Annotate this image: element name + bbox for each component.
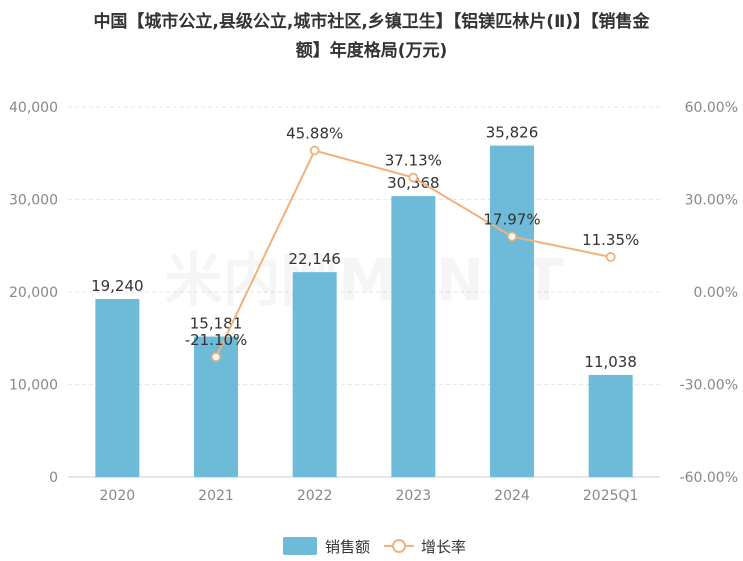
growth-point-2025Q1 (605, 252, 616, 262)
bar-2023 (391, 196, 436, 477)
y-left-tick-label: 0 (49, 470, 58, 486)
growth-point-2023 (408, 172, 419, 183)
bar-value-label: 30,368 (387, 174, 440, 192)
y-right-tick-label: 60.00% (685, 100, 738, 116)
legend-bar-label: 销售额 (325, 538, 370, 556)
x-tick-label: 2023 (396, 488, 432, 504)
bar-2020 (95, 299, 140, 477)
chart-title-line-1: 中国【城市公立,县级公立,城市社区,乡镇卫生】【铝镁匹林片(Ⅱ)】【销售金 (93, 12, 650, 32)
growth-value-label: 11.35% (582, 231, 639, 249)
legend-line-label: 增长率 (421, 538, 466, 556)
y-right-tick-label: 30.00% (685, 193, 738, 209)
x-tick-label: 2025Q1 (583, 488, 639, 504)
x-tick-label: 2024 (494, 488, 530, 504)
growth-value-label: -21.10% (185, 331, 248, 349)
bar-value-label: 19,240 (91, 277, 144, 295)
y-right-tick-label: -60.00% (680, 470, 738, 486)
x-tick-label: 2021 (198, 488, 234, 504)
bar-2022 (292, 272, 337, 477)
y-right-tick-label: 0.00% (694, 285, 738, 301)
growth-point-2021 (211, 352, 221, 362)
x-tick-label: 2022 (297, 488, 333, 504)
legend-bar-swatch (283, 537, 317, 555)
bar-value-label: 11,038 (584, 353, 637, 371)
y-left-tick-label: 30,000 (9, 193, 58, 209)
bar-value-label: 22,146 (288, 250, 341, 268)
chart-title: 中国【城市公立,县级公立,城市社区,乡镇卫生】【铝镁匹林片(Ⅱ)】【销售金 额】… (20, 8, 723, 66)
x-tick-label: 2020 (100, 488, 136, 504)
growth-value-label: 37.13% (385, 152, 442, 170)
y-left-tick-label: 10,000 (9, 378, 58, 394)
chart-title-line-2: 额】年度格局(万元) (295, 41, 448, 61)
bar-value-label: 35,826 (486, 124, 539, 142)
growth-value-label: 17.97% (483, 211, 540, 229)
growth-point-2024 (507, 231, 517, 242)
growth-value-label: 45.88% (286, 125, 343, 143)
y-left-tick-label: 20,000 (9, 285, 58, 301)
growth-point-2022 (309, 145, 320, 156)
bar-2025Q1 (588, 374, 633, 477)
bar-2024 (490, 145, 534, 477)
y-right-tick-label: -30.00% (680, 378, 738, 394)
legend-line-marker (392, 539, 406, 553)
y-left-tick-label: 40,000 (9, 100, 58, 116)
